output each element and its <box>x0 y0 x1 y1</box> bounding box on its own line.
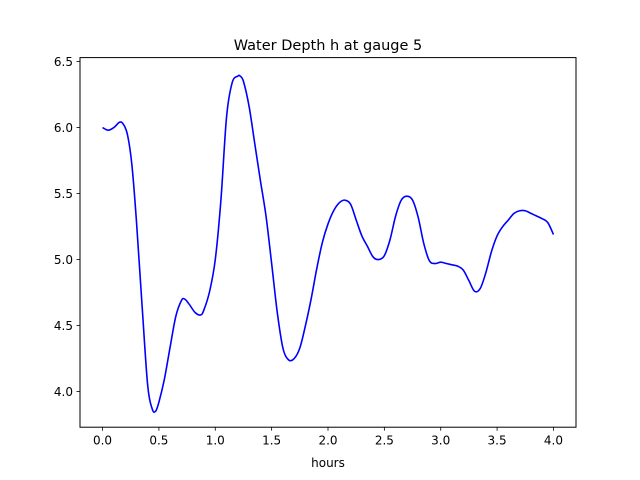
plot-frame <box>79 57 577 428</box>
x-tick-label: 2.5 <box>375 434 394 448</box>
x-tick-label: 0.5 <box>149 434 168 448</box>
y-axis: 4.0 4.5 5.0 5.5 6.0 6.5 <box>54 55 80 399</box>
x-axis-label: hours <box>311 456 345 470</box>
y-tick-label: 4.0 <box>54 385 73 399</box>
x-tick-label: 1.5 <box>262 434 281 448</box>
x-tick-label: 4.0 <box>544 434 563 448</box>
chart-title: Water Depth h at gauge 5 <box>234 38 422 54</box>
y-tick-label: 4.5 <box>54 319 73 333</box>
x-tick-label: 1.0 <box>206 434 225 448</box>
y-tick-label: 5.5 <box>54 187 73 201</box>
series-line-0 <box>102 74 555 413</box>
x-tick-label: 0.0 <box>93 434 112 448</box>
y-tick-label: 6.0 <box>54 121 73 135</box>
x-tick-label: 2.0 <box>318 434 337 448</box>
plot-area <box>102 74 555 413</box>
x-tick-label: 3.5 <box>488 434 507 448</box>
x-tick-label: 3.0 <box>431 434 450 448</box>
x-axis: 0.0 0.5 1.0 1.5 2.0 2.5 3.0 3.5 4.0 <box>93 427 563 448</box>
y-tick-label: 6.5 <box>54 55 73 69</box>
y-tick-label: 5.0 <box>54 253 73 267</box>
